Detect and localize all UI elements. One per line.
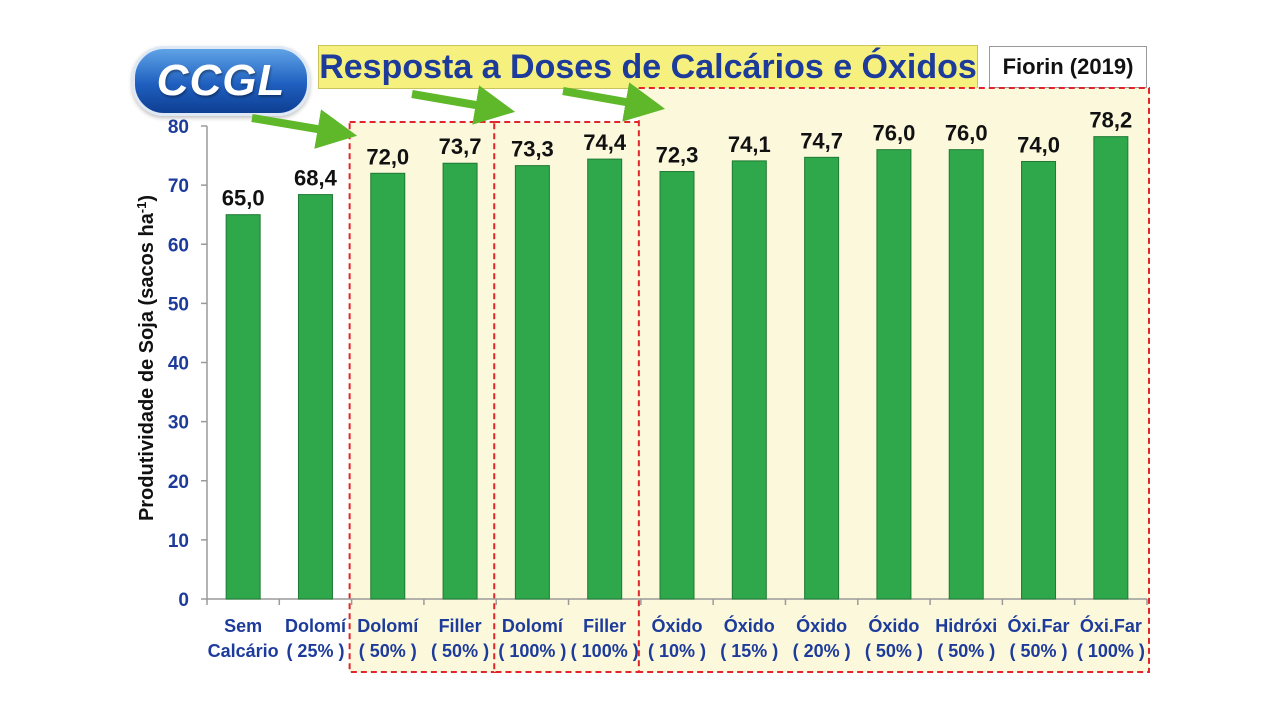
y-tick-label: 40 xyxy=(168,354,189,375)
bar xyxy=(804,156,840,600)
x-tick-label: ( 100% ) xyxy=(1077,641,1145,661)
data-label: 72,0 xyxy=(366,144,409,169)
data-label: 76,0 xyxy=(945,121,988,146)
x-tick-label: ( 25% ) xyxy=(286,641,344,661)
x-tick-label: Calcário xyxy=(208,641,279,661)
x-tick-label: Óxido xyxy=(724,615,775,636)
y-tick-label: 70 xyxy=(168,176,189,197)
bar xyxy=(442,162,478,600)
x-tick-label: ( 50% ) xyxy=(431,641,489,661)
labels: 65,0 Sem Calcário 68,4 Dolomí ( 25% ) 72,0 Dolo… xyxy=(208,108,1145,661)
x-tick-label: ( 50% ) xyxy=(937,641,995,661)
y-tick-label: 50 xyxy=(168,294,189,315)
x-tick-label: Dolomí xyxy=(285,616,347,636)
x-tick-label: Filler xyxy=(439,616,482,636)
data-label: 74,1 xyxy=(728,132,771,157)
bar xyxy=(297,194,333,600)
x-tick-label: Filler xyxy=(583,616,626,636)
bar xyxy=(370,172,406,600)
data-label: 65,0 xyxy=(222,186,265,211)
x-tick-label: Óxido xyxy=(651,615,702,636)
x-tick-label: ( 50% ) xyxy=(359,641,417,661)
arrow-icon xyxy=(251,109,358,149)
bar xyxy=(876,149,912,600)
data-label: 76,0 xyxy=(873,121,916,146)
data-label: 74,4 xyxy=(583,130,627,155)
x-tick-label: ( 100% ) xyxy=(571,641,639,661)
data-label: 73,7 xyxy=(439,134,482,159)
data-label: 73,3 xyxy=(511,137,554,162)
y-tick-label: 80 xyxy=(168,117,189,138)
bar xyxy=(1021,160,1057,600)
bar xyxy=(587,158,623,600)
y-tick-label: 30 xyxy=(168,413,189,434)
x-tick-label: ( 20% ) xyxy=(793,641,851,661)
x-tick-label: Óxido xyxy=(796,615,847,636)
x-tick-label: ( 50% ) xyxy=(865,641,923,661)
x-tick-label: ( 50% ) xyxy=(1010,641,1068,661)
reference-box: Fiorin (2019) xyxy=(989,46,1147,88)
ccgl-logo: CCGL xyxy=(132,46,310,116)
x-tick-label: Óxi.Far xyxy=(1080,615,1142,636)
data-label: 78,2 xyxy=(1089,108,1132,133)
chart-title: Resposta a Doses de Calcários e Óxidos xyxy=(319,47,977,86)
arrows xyxy=(251,82,666,149)
x-tick-label: Dolomí xyxy=(357,616,419,636)
x-tick-label: Dolomí xyxy=(502,616,564,636)
bar xyxy=(514,165,550,600)
y-tick-label: 0 xyxy=(178,590,189,611)
x-tick-label: Sem xyxy=(224,616,262,636)
data-label: 74,0 xyxy=(1017,132,1060,157)
x-tick-label: ( 10% ) xyxy=(648,641,706,661)
data-label: 68,4 xyxy=(294,166,338,191)
bar xyxy=(948,149,984,600)
y-tick-label: 10 xyxy=(168,531,189,552)
bar xyxy=(659,171,695,600)
bar xyxy=(225,214,261,600)
bar xyxy=(731,160,767,600)
bar xyxy=(1093,136,1129,600)
y-axis-title: Produtividade de Soja (sacos ha-1) xyxy=(134,195,158,521)
bars xyxy=(225,136,1129,600)
x-tick-label: Hidróxi xyxy=(935,616,997,636)
logo-text: CCGL xyxy=(156,56,286,105)
reference-text: Fiorin (2019) xyxy=(1002,54,1134,79)
x-tick-label: Óxi.Far xyxy=(1008,615,1070,636)
data-label: 72,3 xyxy=(656,143,699,168)
x-tick-label: ( 15% ) xyxy=(720,641,778,661)
data-label: 74,7 xyxy=(800,128,843,153)
y-tick-label: 60 xyxy=(168,235,189,256)
arrow-icon xyxy=(411,85,516,125)
y-tick-label: 20 xyxy=(168,472,189,493)
x-tick-label: Óxido xyxy=(868,615,919,636)
arrow-icon xyxy=(562,82,666,122)
x-tick-label: ( 100% ) xyxy=(498,641,566,661)
